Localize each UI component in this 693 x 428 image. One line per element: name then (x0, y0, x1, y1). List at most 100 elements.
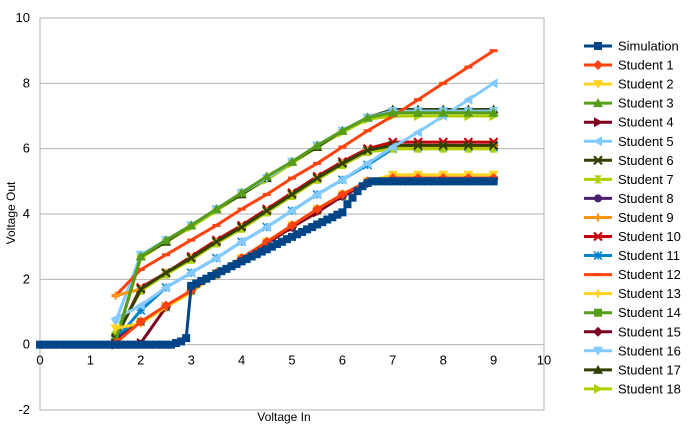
data-point (383, 177, 392, 186)
data-point (488, 107, 499, 117)
data-point (71, 340, 80, 349)
data-point (444, 177, 453, 186)
x-tick-label: 6 (339, 353, 346, 368)
legend-entry: Student 18 (584, 381, 681, 396)
legend-marker (594, 383, 603, 394)
data-point (211, 236, 222, 247)
data-point (387, 107, 398, 117)
data-point (438, 107, 449, 117)
data-point (161, 268, 171, 278)
data-point (202, 274, 211, 283)
data-point (287, 205, 296, 216)
x-tick-label: 8 (440, 353, 447, 368)
data-point (439, 177, 448, 186)
legend-entry: Student 17 (584, 362, 681, 377)
legend-entry: Student 10 (584, 229, 681, 244)
data-point (217, 267, 226, 276)
data-point (151, 340, 160, 349)
data-point (116, 340, 125, 349)
data-point (362, 112, 373, 122)
data-point (403, 177, 412, 186)
data-point (429, 177, 438, 186)
data-point (207, 272, 216, 281)
data-point (338, 208, 347, 217)
data-point (413, 127, 422, 138)
data-point (131, 340, 140, 349)
data-point (398, 177, 407, 186)
data-point (101, 340, 110, 349)
legend-label: Simulation (618, 39, 679, 54)
x-tick-label: 5 (288, 353, 295, 368)
data-point (308, 223, 317, 232)
data-point (333, 210, 342, 219)
x-tick-label: 0 (36, 353, 43, 368)
series-layer (36, 49, 499, 350)
data-point (66, 340, 75, 349)
data-point (261, 171, 272, 181)
data-point (488, 78, 498, 89)
data-point (267, 242, 276, 251)
data-point (111, 291, 120, 300)
y-axis-ticks: -2 0 2 4 6 8 10 (16, 10, 30, 417)
legend-label: Student 17 (618, 362, 681, 377)
data-point (463, 94, 473, 105)
data-point (156, 340, 165, 349)
y-tick-label: -2 (18, 402, 30, 417)
data-point (489, 177, 498, 186)
data-point (288, 232, 296, 241)
legend-entry: Student 5 (584, 134, 674, 149)
data-point (312, 204, 323, 215)
data-point (414, 177, 422, 186)
data-point (172, 339, 181, 348)
data-point (197, 276, 206, 285)
legend-label: Student 6 (618, 153, 674, 168)
legend-entry: Student 11 (584, 248, 680, 263)
data-point (408, 177, 417, 186)
legend-entry: Simulation (584, 39, 679, 54)
data-point (287, 156, 297, 166)
data-point (373, 177, 382, 186)
legend-label: Student 8 (618, 191, 674, 206)
data-point (388, 177, 397, 186)
data-point (312, 173, 322, 183)
legend-marker (593, 60, 603, 71)
legend-entry: Student 8 (584, 191, 674, 206)
data-point (313, 220, 322, 229)
data-point (126, 340, 135, 349)
data-point (303, 225, 312, 234)
legend-label: Student 18 (618, 381, 681, 396)
data-point (232, 259, 241, 268)
legend-label: Student 3 (618, 96, 674, 111)
data-point (56, 340, 65, 349)
data-point (363, 178, 372, 187)
x-tick-label: 7 (389, 353, 396, 368)
data-point (135, 300, 145, 311)
data-point (484, 177, 493, 186)
plot-area-frame (39, 17, 545, 411)
data-point (368, 177, 377, 186)
legend-marker (593, 231, 603, 242)
data-point (236, 187, 247, 197)
legend-entry: Student 13 (584, 286, 681, 301)
data-point (111, 340, 120, 349)
data-point (312, 140, 323, 150)
legend-entry: Student 12 (584, 267, 681, 282)
data-point (419, 177, 428, 186)
series-line (114, 111, 494, 342)
data-point (287, 189, 297, 200)
data-point (358, 182, 367, 191)
x-axis-title: Voltage In (257, 410, 310, 424)
data-point (387, 142, 397, 153)
legend-label: Student 1 (618, 58, 674, 73)
data-point (141, 340, 150, 349)
data-point (362, 158, 372, 169)
data-point (186, 267, 196, 278)
data-point (337, 158, 348, 169)
x-tick-label: 9 (490, 353, 497, 368)
data-point (161, 300, 171, 311)
legend-entry: Student 4 (584, 115, 674, 130)
data-point (247, 252, 256, 261)
series-student-6 (110, 140, 499, 343)
data-point (110, 313, 120, 324)
data-point (257, 247, 266, 256)
